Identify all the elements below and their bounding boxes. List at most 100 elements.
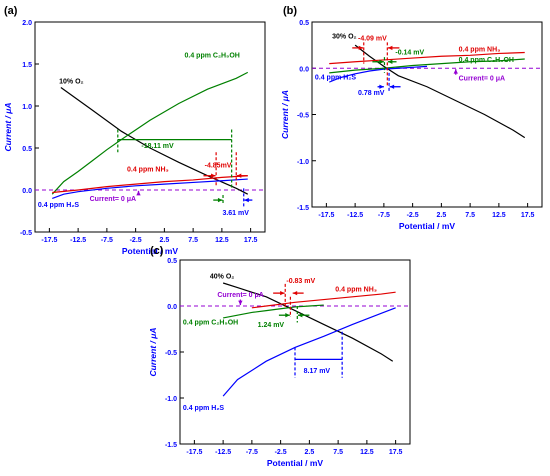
x-tick-label: 17.5 bbox=[521, 212, 535, 219]
series-line-3 bbox=[223, 304, 324, 319]
chart-panel-2: (b) -1.5 -1.0 -0.5 0.0 0.5 -17.5 -12.5 -7.5 -2.5 2… bbox=[280, 5, 543, 231]
x-tick-label: 12.5 bbox=[360, 449, 374, 456]
annotation: -4.85mV bbox=[205, 162, 232, 169]
x-tick-label: -2.5 bbox=[275, 449, 287, 456]
x-tick-label: 2.5 bbox=[437, 212, 447, 219]
annotation: 8.17 mV bbox=[304, 368, 331, 375]
series-line-1 bbox=[60, 87, 249, 195]
zero-arrow-head bbox=[238, 300, 243, 306]
plot-frame bbox=[34, 21, 266, 233]
series-label: 0.4 ppm NH₃ bbox=[335, 286, 377, 293]
chart-panel-3: (c) -1.5 -1.0 -0.5 0.0 0.5 -17.5 -12.5 -7.5 -2.5 2… bbox=[148, 245, 411, 468]
annotation: 0.78 mV bbox=[358, 90, 385, 97]
y-tick-label: 0.5 bbox=[299, 20, 309, 27]
series-line-2 bbox=[329, 51, 525, 65]
x-tick-label: 2.5 bbox=[160, 237, 170, 244]
x-tick-label: -7.5 bbox=[246, 449, 258, 456]
x-tick-label: 17.5 bbox=[389, 449, 403, 456]
y-axis-label: Current / μA bbox=[148, 327, 158, 376]
series-line-2 bbox=[251, 291, 396, 309]
series-line-4 bbox=[329, 65, 428, 83]
x-axis-label: Potential / mV bbox=[122, 246, 179, 256]
arrow-head bbox=[211, 173, 216, 178]
y-tick-label: -1.5 bbox=[297, 205, 309, 212]
x-tick-label: 12.5 bbox=[215, 237, 229, 244]
series-label: 0.4 ppm C₂H₅OH bbox=[183, 319, 238, 326]
series-label: 30% O₂ bbox=[332, 34, 357, 41]
x-tick-label: -7.5 bbox=[101, 237, 113, 244]
chart-panel-1: (a) -0.5 0.0 0.5 1.0 1.5 2.0 -17.5 -12.5 -7.5 -2.5… bbox=[3, 5, 266, 256]
y-tick-label: 0.5 bbox=[167, 258, 177, 265]
plot-frame bbox=[311, 21, 543, 208]
arrow-head bbox=[379, 59, 384, 64]
arrow-head bbox=[292, 290, 298, 296]
series-label: 0.4 ppm C₂H₅OH bbox=[185, 52, 240, 59]
panel-label: (a) bbox=[4, 5, 18, 17]
annotation: -4.09 mV bbox=[358, 36, 387, 43]
zero-arrow-head bbox=[136, 190, 141, 196]
series-label: 0.4 ppm H₂S bbox=[183, 405, 225, 412]
y-axis-label: Current / μA bbox=[3, 102, 13, 151]
y-tick-label: -0.5 bbox=[165, 350, 177, 357]
arrow-head bbox=[236, 173, 242, 178]
arrow-head bbox=[387, 59, 393, 64]
x-tick-label: 2.5 bbox=[305, 449, 315, 456]
arrow-head bbox=[358, 45, 364, 51]
arrow-head bbox=[297, 313, 303, 318]
annotation: 1.24 mV bbox=[258, 322, 285, 329]
annotation: -0.83 mV bbox=[286, 278, 315, 285]
series-line-1 bbox=[354, 44, 526, 139]
x-tick-label: -2.5 bbox=[407, 212, 419, 219]
x-tick-label: 7.5 bbox=[333, 449, 343, 456]
arrow-head bbox=[387, 45, 393, 51]
x-axis-label: Potential / mV bbox=[399, 221, 456, 231]
series-label: 40% O₂ bbox=[210, 273, 235, 280]
y-tick-label: -1.0 bbox=[165, 396, 177, 403]
x-tick-label: 17.5 bbox=[244, 237, 258, 244]
arrow-head bbox=[280, 290, 285, 296]
series-label: 0.4 ppm NH₃ bbox=[127, 167, 169, 174]
y-tick-label: 1.5 bbox=[22, 62, 32, 69]
y-tick-label: 0.0 bbox=[22, 188, 32, 195]
y-tick-label: -1.0 bbox=[297, 159, 309, 166]
series-label: 0.4 ppm C₂H₅OH bbox=[459, 57, 514, 64]
series-label: 0.4 ppm NH₃ bbox=[459, 47, 501, 54]
y-tick-label: -0.5 bbox=[20, 230, 32, 237]
x-tick-label: -12.5 bbox=[347, 212, 363, 219]
y-tick-label: 0.0 bbox=[299, 66, 309, 73]
x-tick-label: 7.5 bbox=[465, 212, 475, 219]
zero-arrow-head bbox=[453, 69, 458, 74]
y-tick-label: 0.5 bbox=[22, 146, 32, 153]
series-line-3 bbox=[52, 175, 248, 194]
series-line-1 bbox=[222, 282, 394, 362]
zero-line-label: Current= 0 μA bbox=[459, 75, 506, 82]
x-tick-label: -17.5 bbox=[41, 237, 57, 244]
x-tick-label: 7.5 bbox=[188, 237, 198, 244]
x-axis-label: Potential / mV bbox=[267, 458, 324, 468]
arrow-head bbox=[379, 84, 384, 89]
series-label: 0.4 ppm H₂S bbox=[38, 202, 80, 209]
annotation: -0.14 mV bbox=[395, 49, 424, 56]
y-tick-label: -1.5 bbox=[165, 442, 177, 449]
series-line-4 bbox=[222, 307, 396, 397]
y-axis-label: Current / μA bbox=[280, 90, 290, 139]
series-line-3 bbox=[329, 58, 525, 74]
x-tick-label: -2.5 bbox=[130, 237, 142, 244]
arrow-head bbox=[285, 313, 290, 318]
x-tick-label: -12.5 bbox=[215, 449, 231, 456]
x-tick-label: 12.5 bbox=[492, 212, 506, 219]
series-line-2 bbox=[51, 71, 249, 195]
arrow-head bbox=[389, 84, 395, 89]
x-tick-label: -12.5 bbox=[70, 237, 86, 244]
y-tick-label: 0.0 bbox=[167, 304, 177, 311]
zero-line-label: Current= 0 μA bbox=[217, 292, 264, 299]
arrow-head bbox=[244, 197, 249, 203]
series-line-4 bbox=[52, 178, 248, 199]
y-tick-label: 1.0 bbox=[22, 104, 32, 111]
annotation: -18.11 mV bbox=[141, 143, 174, 150]
x-tick-label: -17.5 bbox=[186, 449, 202, 456]
zero-line-label: Current= 0 μA bbox=[90, 196, 137, 203]
series-label: 10% O₂ bbox=[59, 78, 84, 85]
y-tick-label: 2.0 bbox=[22, 20, 32, 27]
